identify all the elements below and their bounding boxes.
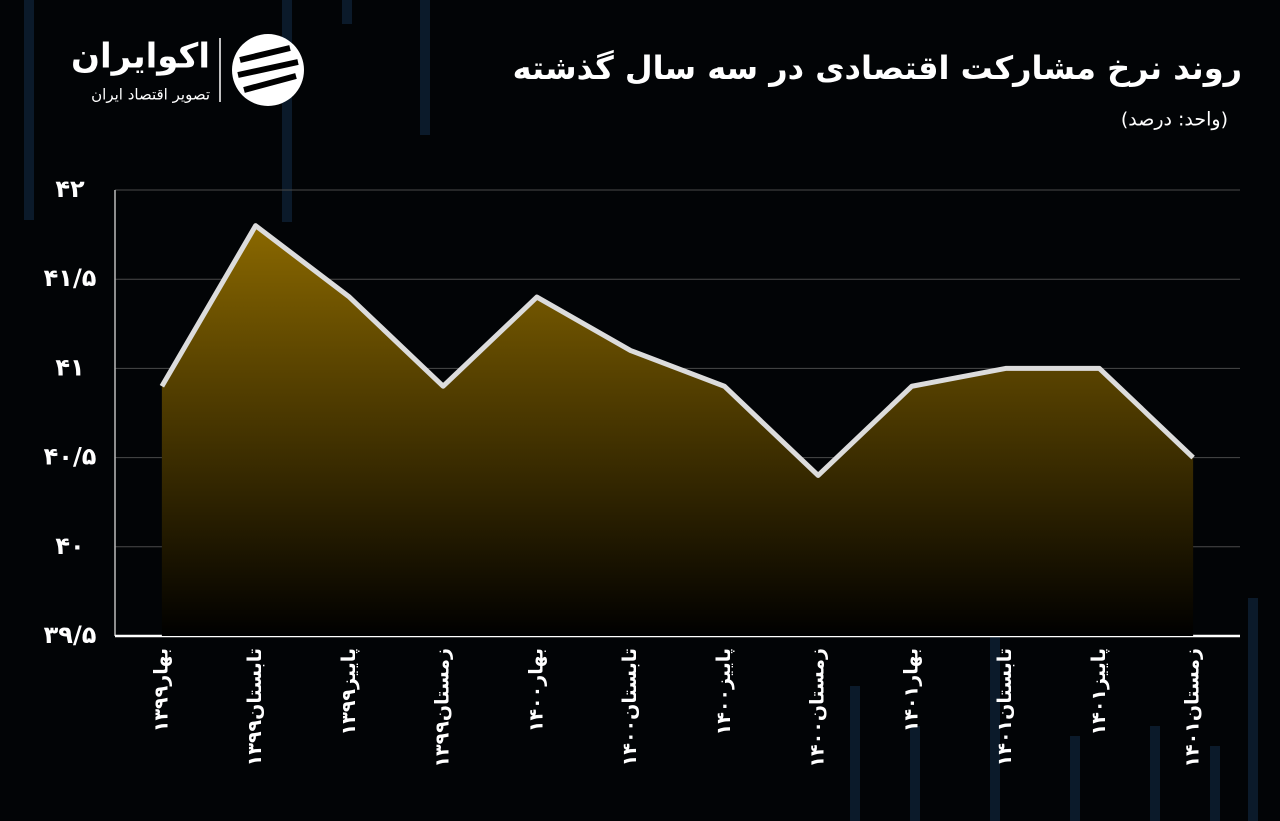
x-tick-label: تابستان۱۳۹۹: [244, 648, 266, 766]
y-tick-label: ۴۰: [55, 532, 84, 560]
area: [161, 225, 1194, 636]
y-tick-label: ۴۱: [55, 353, 84, 381]
x-tick-label: تابستان۱۴۰۱: [994, 648, 1016, 766]
y-tick-label: ۳۹/۵: [44, 621, 97, 649]
decor-bars: [24, 0, 1258, 821]
brand-tagline: تصویر اقتصاد ایران: [91, 86, 210, 104]
x-tick-label: پاییز۱۳۹۹: [338, 648, 360, 735]
x-tick-label: زمستان۱۴۰۱: [1182, 648, 1204, 768]
chart-subtitle: (واحد: درصد): [1121, 109, 1228, 131]
y-tick-label: ۴۰/۵: [44, 443, 97, 471]
x-tick-label: زمستان۱۴۰۰: [807, 648, 829, 768]
logo: [219, 34, 304, 106]
x-tick-label: بهار۱۳۹۹: [150, 648, 172, 732]
x-tick-label: زمستان۱۳۹۹: [432, 648, 454, 768]
x-tick-label: بهار۱۴۰۱: [900, 648, 922, 732]
y-tick-label: ۴۲: [55, 175, 85, 203]
x-tick-label: بهار۱۴۰۰: [525, 648, 547, 732]
brand-name: اکوایران: [71, 37, 210, 77]
y-tick-label: ۴۱/۵: [44, 264, 97, 292]
line: [159, 223, 1195, 478]
chart-title: روند نرخ مشارکت اقتصادی در سه سال گذشته: [513, 49, 1242, 87]
x-tick-label: تابستان۱۴۰۰: [619, 648, 641, 766]
x-tick-label: پاییز۱۴۰۱: [1088, 648, 1110, 735]
x-tick-label: پاییز۱۴۰۰: [713, 648, 735, 735]
